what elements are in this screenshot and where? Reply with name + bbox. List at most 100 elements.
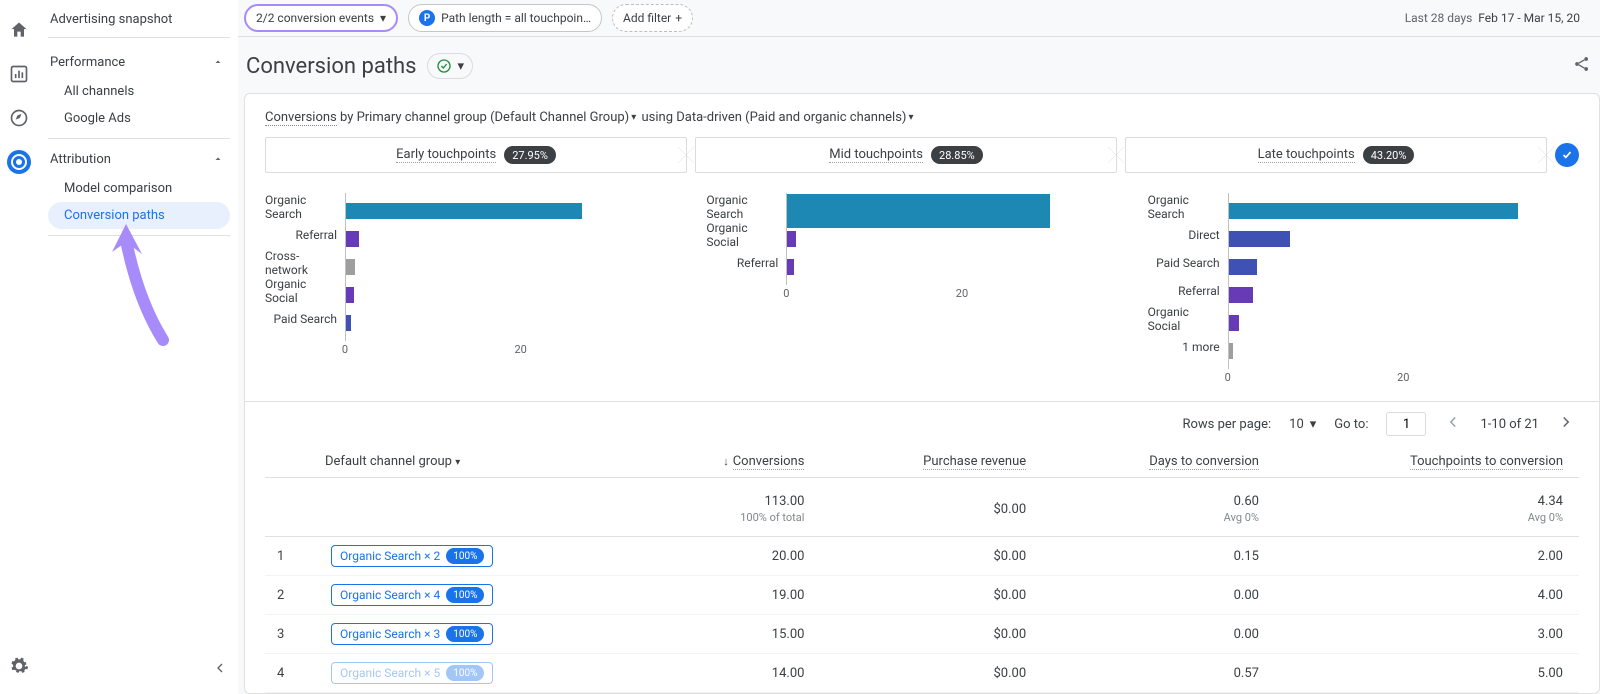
x-tick: 0 [1225,371,1231,384]
tab-late-touchpoints[interactable]: Late touchpoints 43.20% [1125,137,1547,173]
page-status-control[interactable]: ▾ [427,53,474,79]
touchpoint-charts: Organic SearchReferralCross-networkOrgan… [265,183,1579,395]
bar-chart: Organic SearchDirectPaid SearchReferralO… [1148,193,1579,389]
x-tick: 0 [783,287,789,300]
tab-pct-badge: 27.95% [504,146,556,164]
nav-rail [0,0,38,694]
filter-p-badge: P [419,10,435,26]
th-conversions[interactable]: ↓Conversions [634,446,820,478]
bar-label: Organic Social [265,277,345,305]
bar-label: 1 more [1148,333,1228,361]
bar [346,315,351,331]
bar [346,287,354,303]
th-channel-group[interactable]: Default channel group ▾ [265,446,634,478]
bar [787,259,794,275]
sidebar-item-all-channels[interactable]: All channels [48,78,230,105]
bar-label: Cross-network [265,249,345,277]
conversion-paths-table: Default channel group ▾ ↓Conversions Pur… [265,446,1579,693]
sidebar-item-model-comparison[interactable]: Model comparison [48,175,230,202]
sidebar-item-google-ads[interactable]: Google Ads [48,105,230,132]
tab-label: Mid touchpoints [829,147,923,163]
x-tick: 20 [514,343,526,356]
collapse-sidebar-icon[interactable] [212,660,228,680]
tab-early-touchpoints[interactable]: Early touchpoints 27.95% [265,137,687,173]
bar-label: Organic Search [706,193,786,221]
filter-bar: 2/2 conversion events ▾ P Path length = … [238,0,1600,37]
prev-page-icon[interactable] [1444,413,1462,435]
dimension-crumb: Conversions by Primary channel group (De… [265,110,1579,137]
bar [346,231,359,247]
bar [346,203,582,219]
date-range-dates: Feb 17 - Mar 15, 20 [1478,11,1580,25]
advertising-icon[interactable] [7,150,31,174]
sidebar-top-item[interactable]: Advertising snapshot [50,12,172,27]
reports-icon[interactable] [7,62,31,86]
crumb-conversions[interactable]: Conversions [265,110,337,126]
tab-label: Late touchpoints [1258,147,1355,163]
bar [1229,259,1257,275]
table-row[interactable]: 1Organic Search × 2 100%20.00$0.000.152.… [265,537,1579,576]
main-content: 2/2 conversion events ▾ P Path length = … [238,0,1600,694]
th-touchpoints[interactable]: Touchpoints to conversion [1275,446,1579,478]
tab-mid-touchpoints[interactable]: Mid touchpoints 28.85% [695,137,1117,173]
table-pager: Rows per page: 10▾ Go to: 1-10 of 21 [265,402,1579,446]
bar-label: Paid Search [265,305,345,333]
table-row[interactable]: 3Organic Search × 3 100%15.00$0.000.003.… [265,615,1579,654]
bar-label: Referral [1148,277,1228,305]
tab-label: Early touchpoints [396,147,496,163]
home-icon[interactable] [7,18,31,42]
conversion-events-chip[interactable]: 2/2 conversion events ▾ [244,4,398,32]
check-circle-icon [436,58,452,74]
bar-chart: Organic SearchReferralCross-networkOrgan… [265,193,696,389]
sidebar-group-performance[interactable]: Performance [48,46,230,78]
bar [346,259,355,275]
path-length-chip[interactable]: P Path length = all touchpoin… [408,4,602,32]
bar-chart: Organic SearchOrganic SocialReferral020 [706,193,1137,389]
x-tick: 0 [342,343,348,356]
x-tick: 20 [1397,371,1409,384]
chip-label: Add filter [623,11,671,25]
chevron-down-icon: ▾ [458,59,465,74]
path-chip[interactable]: Organic Search × 3 100% [331,623,493,645]
chip-label: 2/2 conversion events [256,11,374,25]
chevron-down-icon[interactable]: ▾ [908,112,913,123]
next-page-icon[interactable] [1557,413,1575,435]
bar [1229,203,1518,219]
path-chip[interactable]: Organic Search × 5 100% [331,662,493,684]
table-row[interactable]: 2Organic Search × 4 100%19.00$0.000.004.… [265,576,1579,615]
table-row[interactable]: 4Organic Search × 5 100%14.00$0.000.575.… [265,654,1579,693]
chip-label: Path length = all touchpoin… [441,11,591,25]
th-days[interactable]: Days to conversion [1042,446,1275,478]
bar-label: Organic Social [1148,305,1228,333]
th-revenue[interactable]: Purchase revenue [820,446,1042,478]
bar-label: Referral [265,221,345,249]
date-range-picker[interactable]: Last 28 days Feb 17 - Mar 15, 20 [1405,11,1580,25]
bar [1229,343,1233,359]
sidebar-group-attribution[interactable]: Attribution [48,143,230,175]
sidebar-item-conversion-paths[interactable]: Conversion paths [48,202,230,229]
crumb-text: by Primary channel group (Default Channe… [337,110,629,125]
rows-per-page-select[interactable]: 10 ▾ [1289,417,1316,432]
check-badge-icon[interactable] [1555,143,1579,167]
chevron-up-icon [210,151,226,167]
path-chip[interactable]: Organic Search × 4 100% [331,584,493,606]
rows-value: 10 [1289,417,1304,432]
crumb-text: using Data-driven (Paid and organic chan… [638,110,906,125]
bar-label: Organic Search [265,193,345,221]
bar-label: Paid Search [1148,249,1228,277]
sidebar: Advertising snapshot Performance All cha… [38,0,238,694]
bar-label: Organic Search [1148,193,1228,221]
bar-label: Referral [706,249,786,277]
chevron-down-icon: ▾ [1310,417,1317,432]
tab-pct-badge: 43.20% [1363,146,1415,164]
chevron-up-icon [210,54,226,70]
admin-gear-icon[interactable] [7,654,31,678]
goto-page-input[interactable] [1386,412,1426,436]
path-chip[interactable]: Organic Search × 2 100% [331,545,493,567]
chevron-down-icon[interactable]: ▾ [631,112,636,123]
add-filter-chip[interactable]: Add filter + [612,4,693,32]
touchpoints-tabs: Early touchpoints 27.95% Mid touchpoints… [265,137,1579,173]
table-totals-row: 113.00100% of total$0.000.60Avg 0%4.34Av… [265,478,1579,537]
explore-icon[interactable] [7,106,31,130]
share-icon[interactable] [1572,54,1592,78]
